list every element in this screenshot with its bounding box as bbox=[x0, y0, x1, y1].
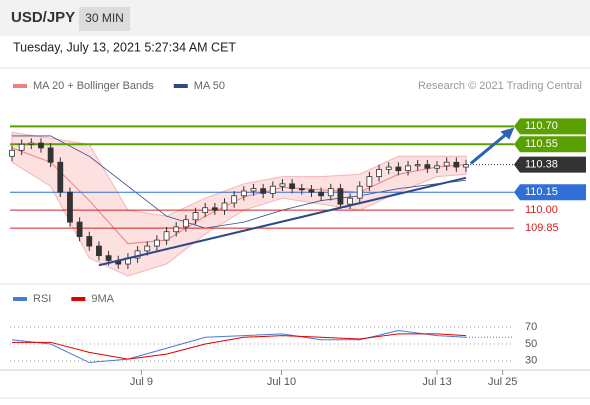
candle-body bbox=[67, 191, 73, 223]
candle-body bbox=[269, 185, 276, 194]
candle-body bbox=[163, 231, 170, 241]
timestamp: Tuesday, July 13, 2021 5:27:34 AM CET bbox=[13, 40, 236, 54]
candle-body bbox=[298, 188, 305, 191]
rsi-line bbox=[11, 330, 467, 364]
candle-body bbox=[463, 164, 469, 168]
timeframe: 30 MIN bbox=[85, 11, 124, 25]
rsi-line bbox=[12, 333, 467, 360]
bollinger-band bbox=[11, 131, 467, 277]
candle-body bbox=[38, 142, 44, 149]
candle-body bbox=[76, 221, 83, 237]
candle-body bbox=[173, 226, 180, 233]
y-tick-label: 70 bbox=[525, 321, 537, 333]
candle-body bbox=[211, 207, 218, 211]
candle-body bbox=[395, 166, 402, 172]
x-tick-label: Jul 9 bbox=[130, 376, 153, 388]
legend-label: RSI bbox=[33, 293, 51, 305]
x-tick-label: Jul 10 bbox=[267, 376, 296, 388]
candle-body bbox=[96, 245, 102, 257]
candle-body bbox=[279, 183, 286, 187]
candle-body bbox=[337, 188, 344, 205]
candle-body bbox=[250, 188, 257, 192]
candle-body bbox=[405, 165, 411, 172]
candle-body bbox=[153, 239, 160, 247]
x-tick-label: Jul 25 bbox=[488, 376, 517, 388]
legend-swatch bbox=[13, 84, 27, 88]
legend-label: 9MA bbox=[91, 293, 114, 305]
legend-label: MA 50 bbox=[194, 80, 225, 92]
candle-body bbox=[86, 236, 93, 247]
candle-body bbox=[347, 197, 353, 205]
y-tick-label: 30 bbox=[525, 355, 537, 367]
candle-body bbox=[47, 147, 54, 163]
level-tag bbox=[514, 136, 586, 153]
candle-body bbox=[192, 212, 199, 221]
candle-body bbox=[202, 207, 209, 213]
legend-swatch bbox=[71, 297, 86, 301]
candle-body bbox=[414, 164, 421, 167]
symbol: USD/JPY bbox=[11, 9, 75, 26]
x-tick-label: Jul 13 bbox=[422, 376, 451, 388]
legend-label: MA 20 + Bollinger Bands bbox=[33, 80, 154, 92]
candle-body bbox=[18, 143, 25, 151]
level-label: 110.70 bbox=[525, 120, 558, 132]
candle-body bbox=[9, 149, 15, 157]
level-label: 110.55 bbox=[525, 138, 558, 150]
candle-body bbox=[221, 202, 228, 211]
level-tag bbox=[514, 118, 586, 135]
candle-body bbox=[434, 165, 440, 169]
timeframe-button[interactable] bbox=[79, 7, 130, 31]
level-label: 110.15 bbox=[525, 186, 558, 198]
credit: Research © 2021 Trading Central bbox=[418, 80, 582, 92]
legend-swatch bbox=[13, 297, 27, 301]
trendline bbox=[98, 176, 467, 267]
candle-body bbox=[260, 188, 267, 194]
candle-body bbox=[144, 245, 151, 252]
level-tag bbox=[514, 156, 586, 173]
legend-swatch bbox=[173, 84, 188, 88]
arrow-head bbox=[500, 127, 515, 140]
candle-body bbox=[289, 183, 296, 190]
candle-body bbox=[240, 190, 247, 197]
level-label: 109.85 bbox=[525, 222, 559, 234]
level-label: 110.00 bbox=[525, 204, 558, 216]
forecast-arrow bbox=[469, 131, 510, 165]
y-tick-label: 50 bbox=[525, 338, 537, 350]
candle-body bbox=[105, 255, 112, 261]
candle-body bbox=[28, 142, 35, 145]
candle-body bbox=[356, 185, 363, 199]
candle-body bbox=[231, 195, 238, 204]
candle-body bbox=[57, 161, 64, 193]
candle-body bbox=[453, 161, 460, 168]
candle-body bbox=[385, 166, 392, 170]
level-label: 110.38 bbox=[525, 159, 558, 171]
ma50-line bbox=[12, 135, 467, 229]
candle-body bbox=[327, 188, 334, 197]
level-tag bbox=[514, 184, 586, 201]
candle-body bbox=[308, 189, 315, 193]
candle-body bbox=[318, 191, 325, 197]
candle-body bbox=[424, 164, 431, 169]
candle-body bbox=[443, 161, 450, 167]
candle-body bbox=[376, 169, 382, 178]
candle-body bbox=[182, 219, 189, 228]
candle-body bbox=[366, 176, 373, 187]
